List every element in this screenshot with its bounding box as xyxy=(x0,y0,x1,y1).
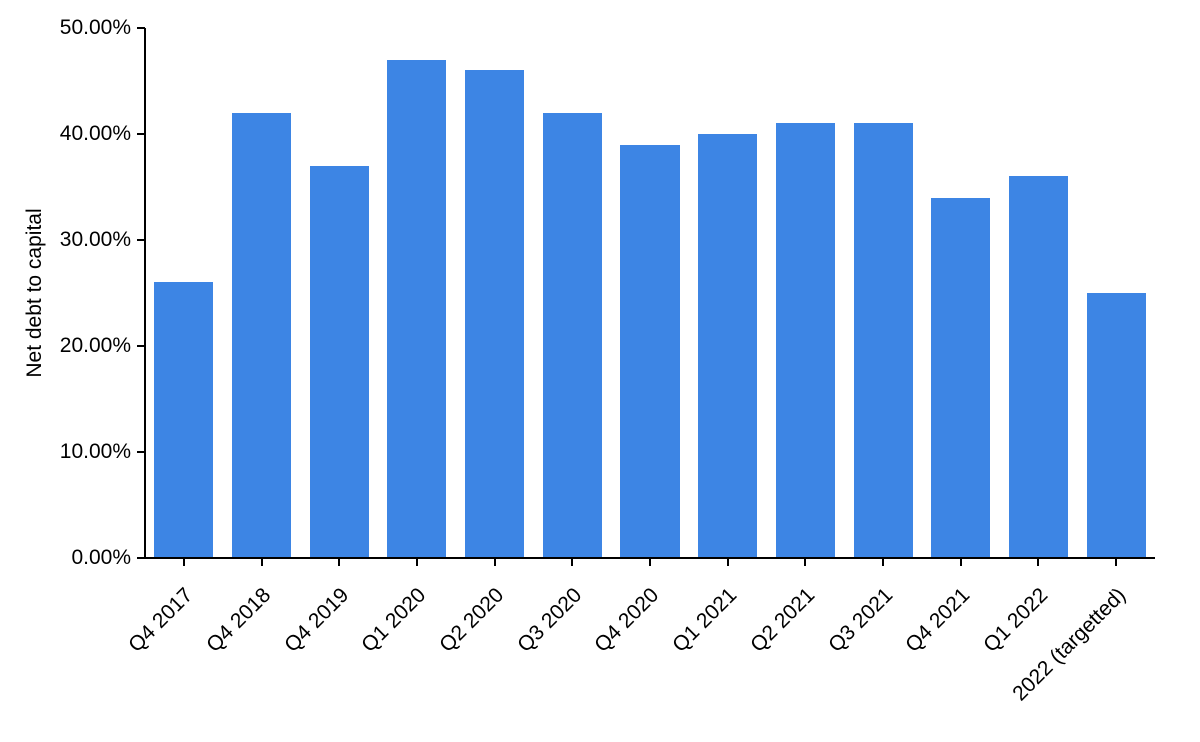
x-tick-mark xyxy=(494,558,496,566)
bar xyxy=(776,123,835,558)
x-tick-mark xyxy=(183,558,185,566)
y-tick-mark xyxy=(137,133,145,135)
y-tick-mark xyxy=(137,27,145,29)
y-tick-label: 30.00% xyxy=(60,228,131,252)
x-tick-label: Q2 2021 xyxy=(746,584,820,658)
y-tick-mark xyxy=(137,239,145,241)
x-tick-label: Q1 2022 xyxy=(979,584,1053,658)
x-tick-mark xyxy=(960,558,962,566)
y-tick-label: 50.00% xyxy=(60,16,131,40)
x-tick-label: Q1 2020 xyxy=(357,584,431,658)
x-tick-mark xyxy=(727,558,729,566)
x-tick-mark xyxy=(261,558,263,566)
x-tick-mark xyxy=(416,558,418,566)
x-tick-mark xyxy=(804,558,806,566)
y-tick-mark xyxy=(137,451,145,453)
bar xyxy=(387,60,446,558)
x-tick-label: Q4 2021 xyxy=(901,584,975,658)
bar xyxy=(154,282,213,558)
y-tick-mark xyxy=(137,557,145,559)
bar xyxy=(931,198,990,558)
y-tick-mark xyxy=(137,345,145,347)
x-tick-label: Q4 2017 xyxy=(124,584,198,658)
y-tick-label: 0.00% xyxy=(71,546,131,570)
x-tick-mark xyxy=(571,558,573,566)
x-tick-mark xyxy=(649,558,651,566)
x-tick-mark xyxy=(338,558,340,566)
bar xyxy=(543,113,602,558)
bar xyxy=(620,145,679,558)
x-tick-mark xyxy=(1037,558,1039,566)
bars-layer xyxy=(145,28,1155,558)
x-tick-label: Q2 2020 xyxy=(435,584,509,658)
x-tick-label: Q4 2019 xyxy=(280,584,354,658)
bar xyxy=(465,70,524,558)
y-tick-label: 10.00% xyxy=(60,440,131,464)
y-tick-label: 20.00% xyxy=(60,334,131,358)
x-tick-label: Q4 2018 xyxy=(202,584,276,658)
bar xyxy=(1087,293,1146,558)
bar xyxy=(698,134,757,558)
bar xyxy=(310,166,369,558)
x-tick-label: Q3 2020 xyxy=(513,584,587,658)
bar xyxy=(854,123,913,558)
x-tick-label: Q3 2021 xyxy=(824,584,898,658)
y-axis-line xyxy=(144,28,146,558)
x-tick-mark xyxy=(1115,558,1117,566)
x-tick-mark xyxy=(882,558,884,566)
x-tick-label: Q4 2020 xyxy=(591,584,665,658)
bar-chart: Net debt to capital 0.00% 10.00% 20.00% 30.… xyxy=(0,0,1200,742)
y-tick-label: 40.00% xyxy=(60,122,131,146)
x-tick-label: Q1 2021 xyxy=(668,584,742,658)
bar xyxy=(232,113,291,558)
plot-area xyxy=(145,28,1155,558)
y-axis-title: Net debt to capital xyxy=(23,208,47,377)
bar xyxy=(1009,176,1068,558)
